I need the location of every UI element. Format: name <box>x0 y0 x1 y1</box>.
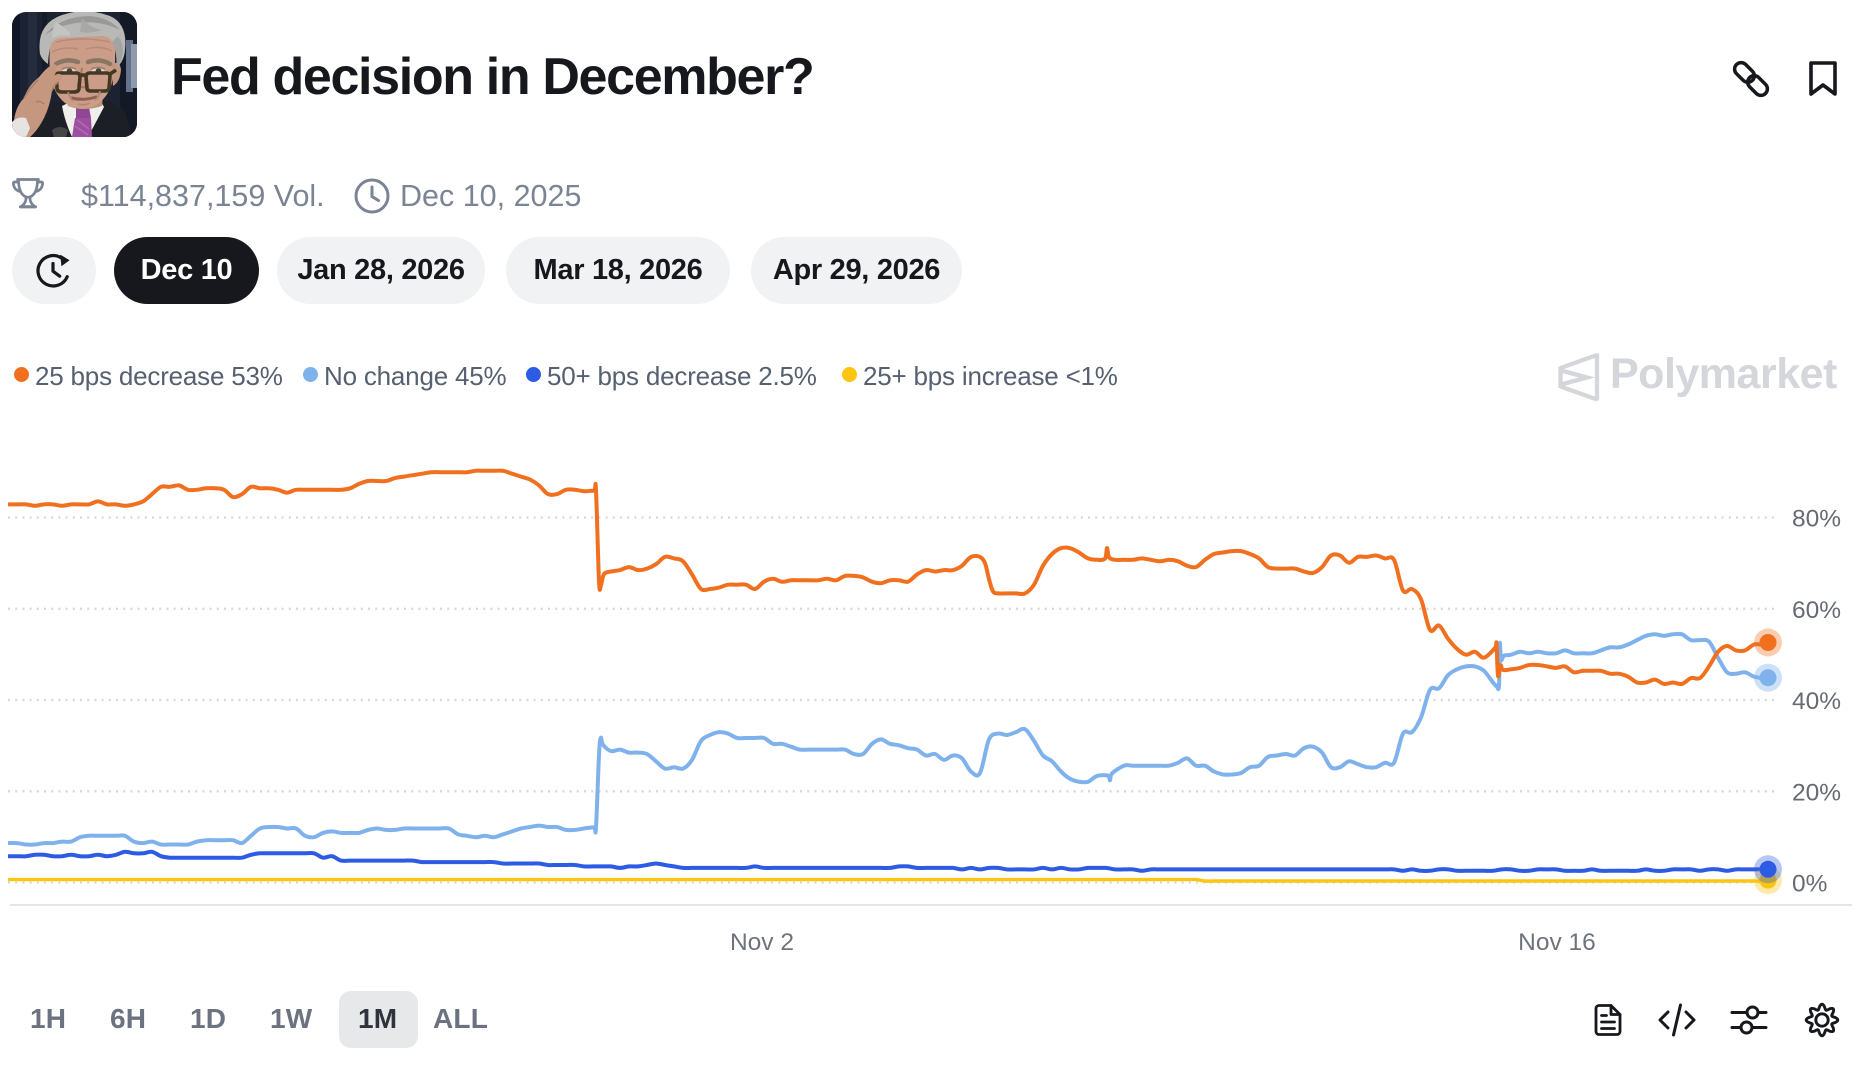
svg-text:Nov 2: Nov 2 <box>730 929 794 956</box>
svg-text:0%: 0% <box>1792 871 1827 898</box>
svg-text:80%: 80% <box>1792 506 1841 533</box>
svg-text:40%: 40% <box>1792 688 1841 715</box>
svg-text:20%: 20% <box>1792 779 1841 806</box>
svg-text:60%: 60% <box>1792 597 1841 624</box>
svg-text:Nov 16: Nov 16 <box>1518 929 1596 956</box>
